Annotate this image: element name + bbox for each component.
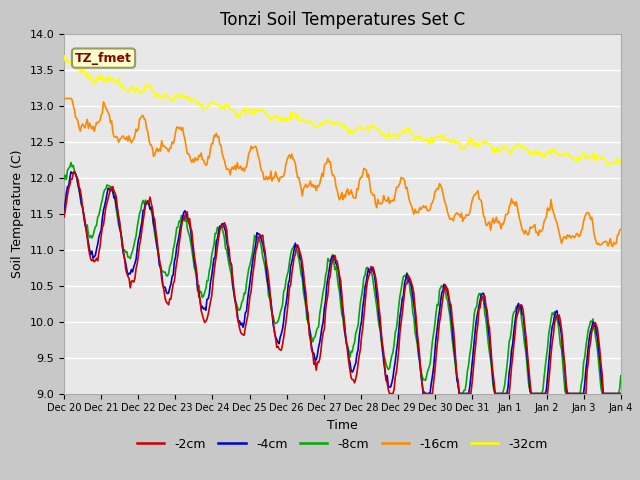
Title: Tonzi Soil Temperatures Set C: Tonzi Soil Temperatures Set C — [220, 11, 465, 29]
Legend: -2cm, -4cm, -8cm, -16cm, -32cm: -2cm, -4cm, -8cm, -16cm, -32cm — [132, 433, 553, 456]
Text: TZ_fmet: TZ_fmet — [75, 51, 132, 65]
X-axis label: Time: Time — [327, 419, 358, 432]
Y-axis label: Soil Temperature (C): Soil Temperature (C) — [11, 149, 24, 278]
